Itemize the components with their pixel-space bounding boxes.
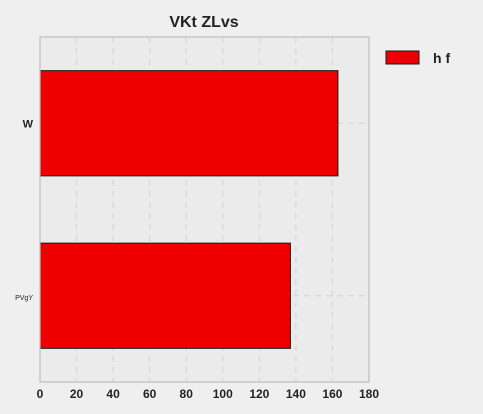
legend: h f xyxy=(385,50,450,66)
x-tick-label: 140 xyxy=(286,387,306,401)
chart-title: VKt ZLvs xyxy=(169,14,238,31)
x-tick-label: 160 xyxy=(322,387,342,401)
x-tick-label: 100 xyxy=(213,387,233,401)
x-tick-label: 20 xyxy=(70,387,84,401)
bars xyxy=(39,70,339,349)
x-tick-labels: 0 20 40 60 80 100 120 140 160 180 xyxy=(37,387,380,401)
y-tick-label: PVgY xyxy=(15,295,33,302)
x-tick-label: 80 xyxy=(180,387,194,401)
legend-label: h f xyxy=(433,50,450,66)
bar-pvgy xyxy=(39,242,291,349)
x-tick-label: 40 xyxy=(106,387,120,401)
x-tick-label: 180 xyxy=(359,387,379,401)
x-tick-label: 60 xyxy=(143,387,157,401)
bar-w xyxy=(39,70,339,177)
x-tick-label: 0 xyxy=(37,387,44,401)
y-tick-labels: W PVgY xyxy=(15,118,34,302)
legend-swatch xyxy=(385,50,420,65)
x-tick-label: 120 xyxy=(249,387,269,401)
plot-frame xyxy=(39,36,370,383)
y-tick-label: W xyxy=(23,118,34,130)
